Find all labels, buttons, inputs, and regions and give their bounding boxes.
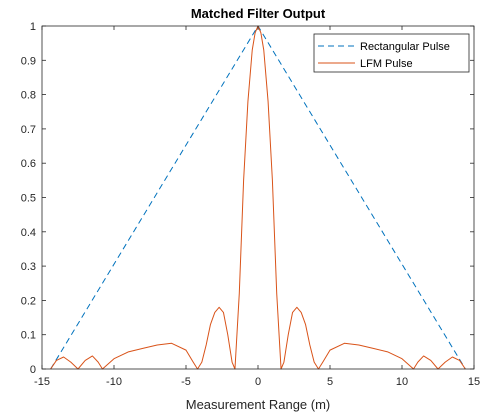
y-tick-label: 0.2 <box>21 295 36 307</box>
x-tick-label: -10 <box>106 376 122 388</box>
y-tick-label: 0.9 <box>21 55 36 67</box>
x-tick-label: 0 <box>255 376 261 388</box>
legend-label-lfm-pulse: LFM Pulse <box>360 58 413 70</box>
y-tick-label: 1 <box>30 21 36 33</box>
y-tick-label: 0.5 <box>21 193 36 205</box>
x-tick-label: 15 <box>468 376 480 388</box>
plot-area <box>42 26 474 369</box>
x-tick-label: 10 <box>396 376 408 388</box>
y-tick-label: 0.3 <box>21 261 36 273</box>
x-axis-label: Measurement Range (m) <box>186 397 331 412</box>
y-tick-label: 0.8 <box>21 90 36 102</box>
ticks-layer: -15 -10 -5 0 5 10 15 0 0.1 0.2 0.3 0.4 0.5 0.6 0.7 0.8 0… <box>21 21 480 388</box>
x-tick-label: -5 <box>181 376 191 388</box>
y-tick-label: 0.1 <box>21 330 36 342</box>
chart-title: Matched Filter Output <box>191 6 326 21</box>
y-tick-label: 0.4 <box>21 227 36 239</box>
x-tick-label: -15 <box>34 376 50 388</box>
y-tick-label: 0.7 <box>21 124 36 136</box>
x-tick-label: 5 <box>327 376 333 388</box>
legend-label-rectangular-pulse: Rectangular Pulse <box>360 41 450 53</box>
y-tick-label: 0 <box>30 364 36 376</box>
y-tick-label: 0.6 <box>21 158 36 170</box>
legend-box <box>313 33 470 73</box>
legend: Rectangular Pulse LFM Pulse <box>313 33 470 73</box>
